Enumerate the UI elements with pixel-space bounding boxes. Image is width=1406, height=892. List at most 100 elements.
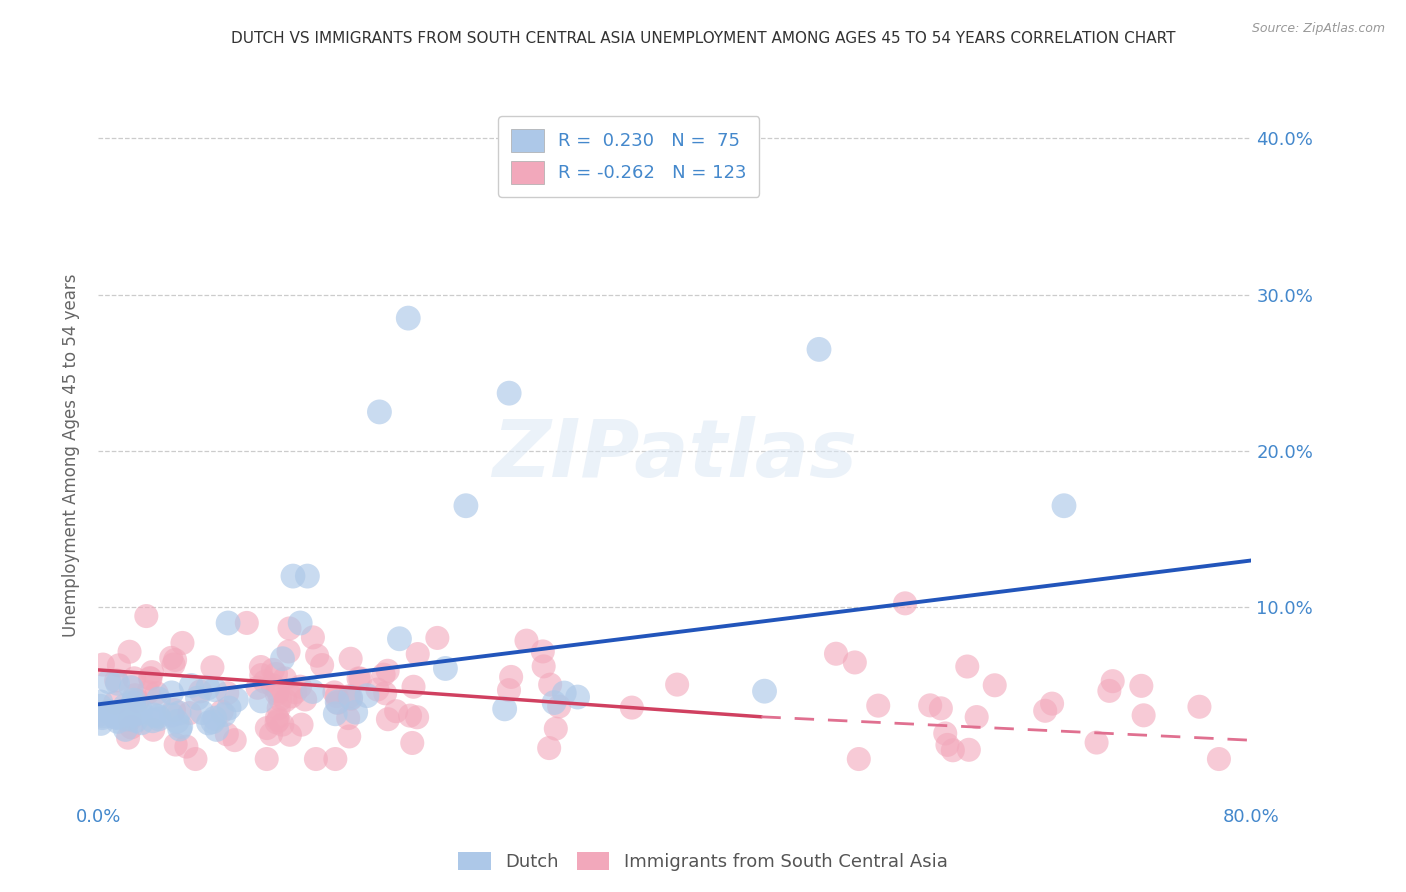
Immigrants from South Central Asia bbox=[501, 670, 523, 684]
Dutch bbox=[218, 701, 240, 715]
Immigrants from South Central Asia bbox=[120, 720, 142, 734]
Immigrants from South Central Asia bbox=[260, 727, 283, 741]
Immigrants from South Central Asia bbox=[305, 752, 328, 766]
Dutch bbox=[368, 405, 391, 419]
Dutch bbox=[160, 708, 183, 723]
Dutch bbox=[250, 694, 273, 708]
Dutch bbox=[323, 706, 346, 721]
Dutch bbox=[125, 714, 148, 728]
Immigrants from South Central Asia bbox=[176, 739, 198, 754]
Immigrants from South Central Asia bbox=[105, 673, 128, 688]
Immigrants from South Central Asia bbox=[406, 647, 429, 661]
Dutch bbox=[205, 723, 228, 737]
Dutch bbox=[122, 696, 145, 710]
Dutch bbox=[97, 674, 120, 689]
Immigrants from South Central Asia bbox=[311, 658, 333, 673]
Dutch bbox=[142, 714, 165, 728]
Dutch bbox=[567, 690, 589, 704]
Immigrants from South Central Asia bbox=[91, 657, 114, 672]
Immigrants from South Central Asia bbox=[135, 609, 157, 624]
Immigrants from South Central Asia bbox=[139, 671, 162, 685]
Dutch bbox=[204, 711, 226, 725]
Immigrants from South Central Asia bbox=[236, 615, 259, 630]
Text: ZIPatlas: ZIPatlas bbox=[492, 416, 858, 494]
Immigrants from South Central Asia bbox=[118, 713, 141, 727]
Text: DUTCH VS IMMIGRANTS FROM SOUTH CENTRAL ASIA UNEMPLOYMENT AMONG AGES 45 TO 54 YEA: DUTCH VS IMMIGRANTS FROM SOUTH CENTRAL A… bbox=[231, 31, 1175, 46]
Immigrants from South Central Asia bbox=[347, 672, 370, 686]
Immigrants from South Central Asia bbox=[142, 723, 165, 737]
Immigrants from South Central Asia bbox=[162, 657, 184, 672]
Immigrants from South Central Asia bbox=[217, 686, 239, 700]
Dutch bbox=[326, 695, 349, 709]
Immigrants from South Central Asia bbox=[108, 658, 131, 673]
Dutch bbox=[128, 706, 150, 720]
Immigrants from South Central Asia bbox=[548, 699, 571, 714]
Dutch bbox=[180, 679, 202, 693]
Immigrants from South Central Asia bbox=[118, 645, 141, 659]
Dutch bbox=[197, 715, 219, 730]
Immigrants from South Central Asia bbox=[284, 685, 307, 699]
Dutch bbox=[170, 719, 193, 733]
Immigrants from South Central Asia bbox=[288, 680, 311, 694]
Dutch bbox=[204, 682, 226, 697]
Immigrants from South Central Asia bbox=[290, 717, 312, 731]
Dutch bbox=[754, 684, 776, 698]
Immigrants from South Central Asia bbox=[188, 684, 211, 698]
Immigrants from South Central Asia bbox=[385, 704, 408, 718]
Dutch bbox=[169, 722, 191, 736]
Immigrants from South Central Asia bbox=[266, 684, 288, 698]
Immigrants from South Central Asia bbox=[1098, 684, 1121, 698]
Dutch bbox=[89, 706, 111, 721]
Dutch bbox=[344, 705, 367, 719]
Immigrants from South Central Asia bbox=[201, 660, 224, 674]
Dutch bbox=[1053, 499, 1076, 513]
Dutch bbox=[339, 690, 361, 705]
Immigrants from South Central Asia bbox=[266, 715, 288, 730]
Immigrants from South Central Asia bbox=[1085, 735, 1108, 749]
Dutch bbox=[105, 710, 128, 724]
Dutch bbox=[114, 723, 136, 737]
Immigrants from South Central Asia bbox=[172, 636, 194, 650]
Immigrants from South Central Asia bbox=[1188, 699, 1211, 714]
Dutch bbox=[148, 692, 170, 706]
Y-axis label: Unemployment Among Ages 45 to 54 years: Unemployment Among Ages 45 to 54 years bbox=[62, 273, 80, 637]
Immigrants from South Central Asia bbox=[983, 678, 1005, 692]
Immigrants from South Central Asia bbox=[302, 631, 325, 645]
Dutch bbox=[91, 709, 114, 723]
Dutch bbox=[225, 693, 247, 707]
Dutch bbox=[120, 681, 142, 695]
Immigrants from South Central Asia bbox=[666, 677, 689, 691]
Dutch bbox=[498, 386, 520, 401]
Dutch bbox=[122, 693, 145, 707]
Immigrants from South Central Asia bbox=[1040, 697, 1063, 711]
Dutch bbox=[89, 699, 111, 714]
Immigrants from South Central Asia bbox=[366, 682, 388, 697]
Immigrants from South Central Asia bbox=[399, 708, 422, 723]
Dutch bbox=[301, 684, 323, 698]
Dutch bbox=[191, 706, 214, 720]
Immigrants from South Central Asia bbox=[966, 710, 988, 724]
Immigrants from South Central Asia bbox=[1208, 752, 1230, 766]
Immigrants from South Central Asia bbox=[117, 731, 139, 745]
Immigrants from South Central Asia bbox=[262, 663, 284, 677]
Dutch bbox=[97, 705, 120, 719]
Dutch bbox=[212, 707, 235, 722]
Dutch bbox=[454, 499, 477, 513]
Immigrants from South Central Asia bbox=[145, 686, 167, 700]
Immigrants from South Central Asia bbox=[179, 706, 201, 720]
Dutch bbox=[186, 691, 208, 706]
Dutch bbox=[434, 661, 457, 675]
Immigrants from South Central Asia bbox=[323, 685, 346, 699]
Immigrants from South Central Asia bbox=[544, 722, 567, 736]
Dutch bbox=[148, 712, 170, 726]
Immigrants from South Central Asia bbox=[277, 644, 299, 658]
Immigrants from South Central Asia bbox=[267, 713, 290, 727]
Immigrants from South Central Asia bbox=[264, 667, 287, 681]
Dutch bbox=[90, 716, 112, 731]
Dutch bbox=[107, 714, 129, 729]
Immigrants from South Central Asia bbox=[340, 691, 363, 706]
Immigrants from South Central Asia bbox=[326, 696, 349, 710]
Immigrants from South Central Asia bbox=[920, 698, 942, 713]
Immigrants from South Central Asia bbox=[339, 652, 361, 666]
Immigrants from South Central Asia bbox=[868, 698, 890, 713]
